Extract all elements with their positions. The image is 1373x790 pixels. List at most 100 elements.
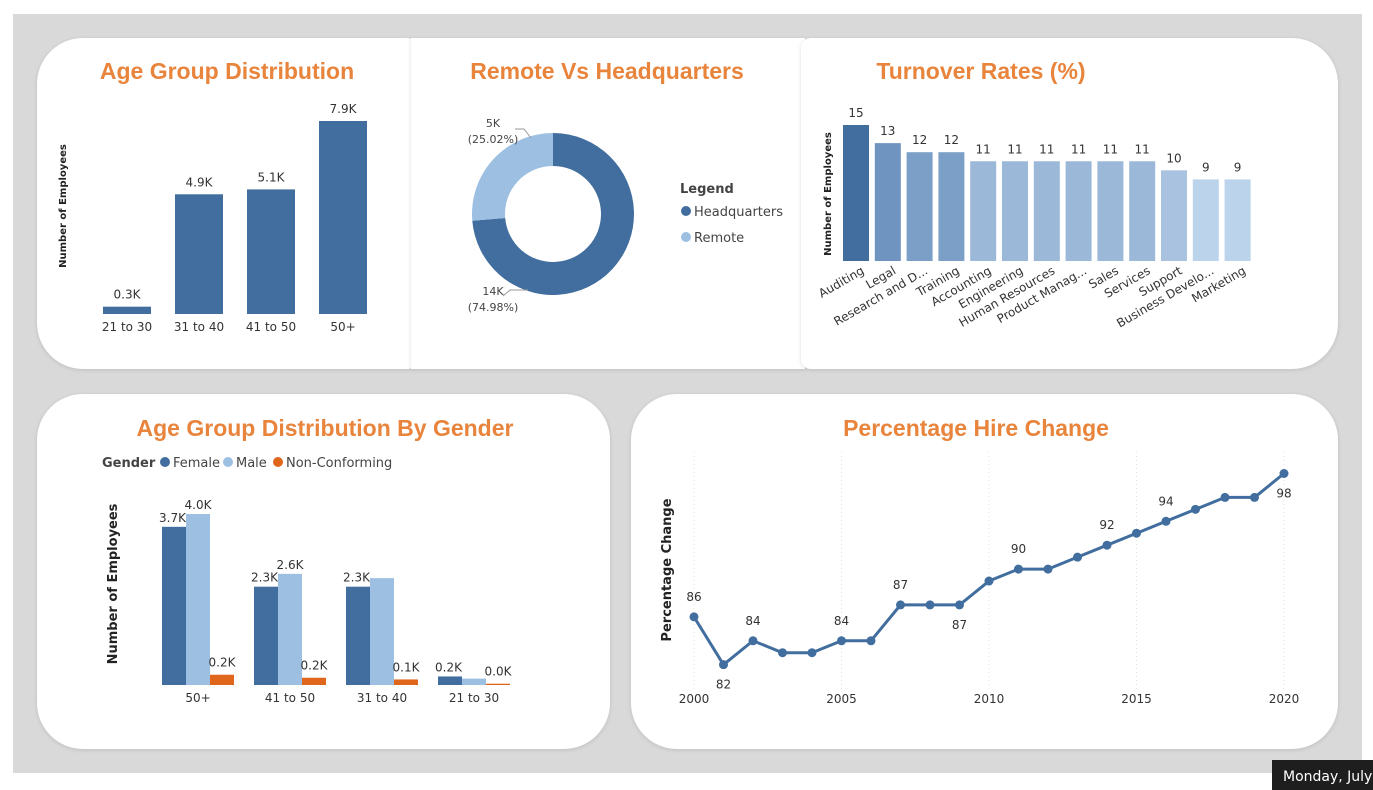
legend-swatch [681,232,691,242]
bar [1129,161,1156,261]
data-label: 13 [880,124,895,138]
legend-title: Legend [680,182,734,197]
bar [1002,161,1028,261]
data-label: 12 [944,133,959,147]
data-label: 7.9K [330,102,358,116]
bar [874,143,901,261]
legend-item-male[interactable]: Male [223,456,267,471]
data-point [689,612,699,622]
hire-change-chart: Percentage Hire Change Percentage Change… [660,415,1300,706]
bar [394,679,418,685]
age-distribution-card: Age Group Distribution Number of Employe… [37,38,417,369]
legend-swatch [223,457,233,467]
series-line [692,472,1285,667]
data-label: 4.9K [186,175,214,189]
data-label: 11 [1071,142,1086,156]
x-tick-label: 2020 [1269,692,1300,706]
data-label: 0.2K [209,656,237,670]
gender-card: Age Group Distribution By Gender Number … [37,394,610,749]
data-label: 10 [1166,151,1181,165]
x-tick-label: 2010 [974,692,1005,706]
bar [186,514,210,685]
data-label: 11 [1103,142,1118,156]
data-label: 12 [912,133,927,147]
data-label: 92 [1099,518,1114,532]
x-tick-label: 41 to 50 [246,320,296,334]
x-tick-label: 21 to 30 [449,691,499,705]
bar [438,676,462,685]
x-tick-label: 2005 [826,692,857,706]
data-point [925,600,935,610]
slice-value-label: 5K [486,117,501,130]
y-axis-title: Percentage Change [660,498,675,641]
data-point [837,636,846,646]
x-tick-label: Auditing [816,263,866,300]
data-point [778,648,787,658]
x-tick-label: 50+ [185,691,210,705]
data-point [955,600,964,610]
slice-percent-label: (74.98%) [468,301,519,314]
hire-change-card: Percentage Hire Change Percentage Change… [631,394,1338,749]
slice-percent-label: (25.02%) [468,133,519,146]
legend-swatch [273,457,283,467]
data-label: 0.2K [435,660,463,674]
legend-item-non-conforming[interactable]: Non-Conforming [273,456,392,471]
data-label: 2.3K [343,571,371,585]
data-label: 0.3K [114,288,142,302]
data-label: 3.7K [159,511,187,525]
data-point [1132,528,1141,538]
data-label: 87 [893,578,908,592]
bar [319,121,367,314]
y-axis-title: Number of Employees [823,132,834,256]
chart-title: Percentage Hire Change [843,415,1109,441]
data-label: 2.3K [251,571,279,585]
x-tick-label: 31 to 40 [357,691,407,705]
bar [1161,170,1187,261]
age-by-gender-chart: Age Group Distribution By Gender Number … [102,415,514,705]
chart-title: Age Group Distribution [100,58,354,84]
slice-value-label: 14K [482,285,504,298]
bar [1097,161,1124,261]
data-point [1161,516,1171,526]
chart-title: Turnover Rates (%) [876,58,1085,84]
data-point [896,600,905,610]
bar [1065,161,1092,261]
data-label: 0.1K [393,660,421,674]
data-label: 5.1K [258,170,286,184]
data-label: 98 [1276,487,1291,501]
turnover-rates-chart: Turnover Rates (%) Number of Employees 1… [816,58,1251,330]
bar [162,526,186,685]
donut-slice [472,133,634,295]
legend-item-remote[interactable]: Remote [681,231,744,246]
data-point [1043,564,1053,574]
bar [1224,179,1251,261]
bar [346,586,370,685]
remote-card: Remote Vs Headquarters 14K (74.98%) 5K (25.… [411,38,805,369]
legend-label: Male [236,456,267,471]
data-label: 11 [976,142,991,156]
bar [247,189,295,314]
chart-title: Remote Vs Headquarters [470,58,744,84]
taskbar-clock[interactable]: Monday, July [1272,760,1373,790]
data-point [1220,492,1230,502]
dashboard-canvas: Age Group Distribution Number of Employe… [13,14,1362,773]
data-label: 9 [1234,160,1242,174]
data-label: 0.0K [485,665,513,679]
legend-item-headquarters[interactable]: Headquarters [681,205,783,220]
leader-line [502,289,528,297]
data-label: 11 [1007,142,1022,156]
data-label: 82 [716,678,731,692]
data-label: 87 [952,618,967,632]
data-point [1279,469,1289,479]
legend-label: Remote [694,231,744,246]
x-tick-label: 2015 [1121,692,1152,706]
x-tick-label: 21 to 30 [102,320,152,334]
data-point [719,660,728,670]
data-point [866,636,876,646]
legend-item-female[interactable]: Female [160,456,220,471]
bar [175,194,223,314]
donut-slice [472,133,553,221]
bar [278,573,302,685]
legend-label: Headquarters [694,205,783,220]
bar [1033,161,1060,261]
